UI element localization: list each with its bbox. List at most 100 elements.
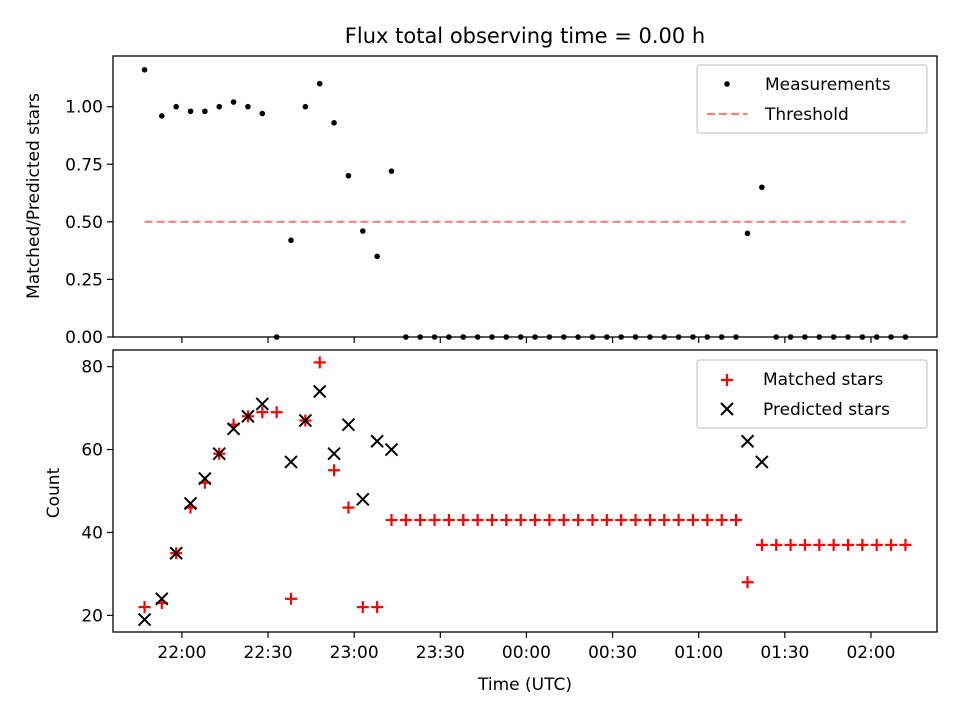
predicted-star-point xyxy=(740,434,755,448)
matched-star-point xyxy=(328,464,341,477)
predicted-star-point xyxy=(137,612,152,627)
matched-star-point xyxy=(543,514,556,527)
matched-star-point xyxy=(658,514,671,527)
matched-star-point xyxy=(529,514,542,527)
matched-star-point xyxy=(841,538,854,551)
matched-star-point xyxy=(485,514,498,527)
predicted-star-point xyxy=(755,455,769,469)
measurement-point xyxy=(316,80,323,87)
bottom-x-tick-label: 02:00 xyxy=(846,643,895,663)
bottom-axes-frame xyxy=(112,349,938,633)
matched-star-point xyxy=(514,514,527,527)
legend-predicted-label: Predicted stars xyxy=(763,400,890,420)
top-y-tick-label: 0.50 xyxy=(65,213,103,233)
matched-star-point xyxy=(870,538,883,551)
top-axes-frame xyxy=(112,55,938,338)
bottom-x-tick-label: 01:00 xyxy=(674,643,723,663)
bottom-x-tick-label: 00:00 xyxy=(502,643,551,663)
top-y-tick-label: 0.75 xyxy=(65,155,103,175)
measurement-point xyxy=(345,172,352,179)
measurement-points xyxy=(141,67,909,340)
bottom-legend-box xyxy=(696,359,928,429)
measurement-point xyxy=(159,113,165,119)
matched-star-point xyxy=(798,538,811,551)
bottom-y-tick-label: 40 xyxy=(81,523,103,543)
top-y-tick-label: 1.00 xyxy=(65,98,103,118)
matched-star-point xyxy=(399,514,412,527)
measurement-point xyxy=(173,103,179,110)
matched-star-point xyxy=(342,501,355,514)
top-title: Flux total observing time = 0.00 h xyxy=(345,24,705,48)
matched-star-point xyxy=(285,592,298,605)
matched-star-point xyxy=(414,514,427,527)
measurement-point xyxy=(141,67,148,73)
measurement-point xyxy=(202,108,208,115)
predicted-star-point xyxy=(226,422,241,436)
top-ylabel: Matched/Predicted stars xyxy=(24,93,44,299)
bottom-y-tick-label: 60 xyxy=(81,441,103,461)
predicted-star-point xyxy=(255,397,270,411)
predicted-star-point xyxy=(183,496,198,511)
measurement-point xyxy=(230,99,237,105)
matched-star-point xyxy=(856,538,869,551)
measurement-point xyxy=(359,228,366,234)
predicted-star-point xyxy=(341,417,356,432)
bottom-y-tick-label: 20 xyxy=(81,606,103,626)
legend-threshold-label: Threshold xyxy=(764,105,849,125)
measurement-point xyxy=(388,168,395,174)
bottom-x-ticks: 22:00 22:30 23:00 23:30 00:00 00:30 01:00 01:30… xyxy=(157,632,895,663)
matched-star-point xyxy=(730,514,743,527)
measurement-point xyxy=(288,237,294,244)
bottom-x-tick-label: 01:30 xyxy=(760,643,809,663)
matched-star-point xyxy=(500,514,513,527)
matched-star-point xyxy=(256,406,269,419)
top-y-tick-label: 0.00 xyxy=(65,328,103,348)
bottom-x-tick-label: 23:30 xyxy=(416,643,465,663)
predicted-star-point xyxy=(384,442,399,457)
measurement-point xyxy=(187,108,194,115)
matched-star-point xyxy=(138,601,151,614)
matched-star-point xyxy=(643,514,656,527)
matched-star-point xyxy=(885,538,898,551)
matched-star-point xyxy=(629,514,642,527)
measurement-point xyxy=(259,110,266,117)
matched-star-point xyxy=(371,601,384,614)
matched-star-point xyxy=(600,514,613,527)
matched-star-point xyxy=(457,514,470,527)
bottom-y-tick-label: 80 xyxy=(81,358,103,378)
bottom-x-tick-label: 00:30 xyxy=(588,643,637,663)
matched-star-point xyxy=(899,538,912,551)
bottom-x-tick-label: 23:00 xyxy=(330,643,379,663)
top-legend-box xyxy=(696,64,928,134)
matched-star-point xyxy=(741,576,754,589)
predicted-star-point xyxy=(327,446,341,461)
legend-measurements-label: Measurements xyxy=(765,75,891,95)
measurement-point xyxy=(759,184,765,191)
matched-star-point xyxy=(827,538,840,551)
measurement-point xyxy=(245,103,251,110)
predicted-star-point xyxy=(356,492,370,507)
legend-matched-marker xyxy=(721,374,733,386)
matched-star-point xyxy=(672,514,685,527)
predicted-star-point xyxy=(284,455,298,469)
predicted-star-point xyxy=(241,409,255,424)
matched-star-point xyxy=(557,514,570,527)
matched-star-point xyxy=(471,514,484,527)
legend-matched-label: Matched stars xyxy=(763,370,883,390)
matched-star-point xyxy=(385,514,398,527)
predicted-stars-points xyxy=(137,384,769,627)
predicted-star-point xyxy=(198,471,212,486)
bottom-xlabel: Time (UTC) xyxy=(477,675,572,695)
predicted-star-point xyxy=(155,592,169,606)
top-legend: Measurements Threshold xyxy=(696,64,928,134)
predicted-star-point xyxy=(298,413,313,428)
matched-star-point xyxy=(270,406,283,419)
bottom-legend: Matched stars Predicted stars xyxy=(696,359,928,429)
measurement-point xyxy=(302,103,309,110)
matched-star-point xyxy=(784,538,797,551)
matched-star-point xyxy=(428,514,441,527)
legend-predicted-marker xyxy=(720,402,734,416)
matched-star-point xyxy=(586,514,599,527)
matched-star-point xyxy=(442,514,455,527)
